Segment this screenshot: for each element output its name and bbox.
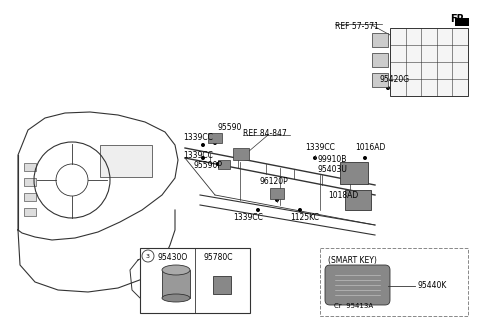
Text: 95430O: 95430O xyxy=(158,254,188,262)
Text: 1016AD: 1016AD xyxy=(355,144,385,153)
Ellipse shape xyxy=(162,265,190,275)
Text: (SMART KEY): (SMART KEY) xyxy=(328,256,377,264)
Text: 1125KC: 1125KC xyxy=(290,214,319,222)
Circle shape xyxy=(386,86,390,90)
Text: Cr  95413A: Cr 95413A xyxy=(334,303,373,309)
Circle shape xyxy=(216,162,220,166)
Text: 96120P: 96120P xyxy=(260,177,289,187)
Bar xyxy=(345,190,371,210)
Bar xyxy=(24,178,36,186)
Bar xyxy=(340,162,368,184)
Bar xyxy=(320,248,468,316)
Text: 95403U: 95403U xyxy=(318,166,348,174)
Bar xyxy=(140,248,250,313)
Bar xyxy=(372,73,388,87)
Bar xyxy=(24,163,36,171)
Bar xyxy=(218,160,230,169)
Circle shape xyxy=(142,250,154,262)
Circle shape xyxy=(201,156,205,160)
Text: 1339CC: 1339CC xyxy=(305,144,335,153)
Text: 95420G: 95420G xyxy=(380,75,410,85)
Bar xyxy=(24,193,36,201)
Text: REF 84-847: REF 84-847 xyxy=(243,129,287,137)
Bar xyxy=(372,33,388,47)
Text: 95590: 95590 xyxy=(218,124,242,133)
Bar xyxy=(455,18,469,26)
Circle shape xyxy=(201,143,205,147)
Bar xyxy=(390,28,468,96)
Circle shape xyxy=(363,156,367,160)
Text: REF 57-571: REF 57-571 xyxy=(335,22,379,31)
Circle shape xyxy=(213,141,217,145)
Bar xyxy=(372,53,388,67)
Text: 99910B: 99910B xyxy=(318,155,348,165)
Text: 1339CC: 1339CC xyxy=(183,133,213,142)
Bar xyxy=(233,148,249,160)
Text: 95590P: 95590P xyxy=(194,160,223,170)
Text: 3: 3 xyxy=(146,254,150,258)
Text: 1339CC: 1339CC xyxy=(233,214,263,222)
Bar xyxy=(208,133,222,143)
Circle shape xyxy=(313,156,317,160)
Text: FR.: FR. xyxy=(450,14,468,24)
Text: 1339CC: 1339CC xyxy=(183,151,213,159)
Bar xyxy=(24,208,36,216)
FancyBboxPatch shape xyxy=(325,265,390,305)
Bar xyxy=(162,270,190,298)
Text: 1018AD: 1018AD xyxy=(328,191,358,199)
Ellipse shape xyxy=(162,294,190,302)
Bar xyxy=(270,188,284,199)
Circle shape xyxy=(298,208,302,212)
Circle shape xyxy=(256,208,260,212)
Bar xyxy=(100,145,152,177)
Text: 95780C: 95780C xyxy=(203,254,232,262)
Bar xyxy=(213,276,231,294)
Text: 95440K: 95440K xyxy=(417,281,446,291)
Circle shape xyxy=(275,198,279,202)
